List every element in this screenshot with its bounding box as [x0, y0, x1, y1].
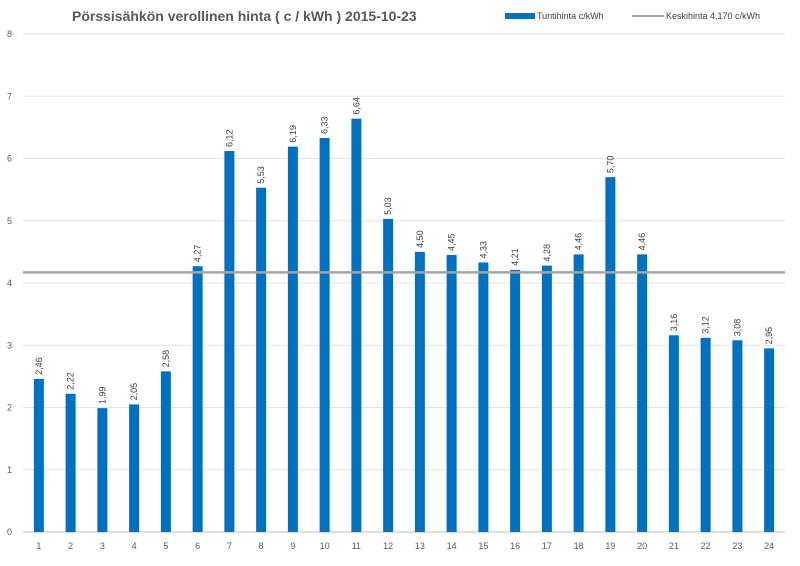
x-tick-label: 9	[290, 541, 295, 551]
y-tick-label: 5	[7, 216, 12, 226]
x-tick-label: 14	[447, 541, 457, 551]
bar	[764, 348, 775, 532]
x-tick-label: 6	[195, 541, 200, 551]
x-tick-label: 19	[605, 541, 615, 551]
data-label: 4,28	[542, 244, 552, 262]
data-label: 5,70	[605, 156, 615, 174]
data-label: 1,99	[97, 387, 107, 405]
x-tick-label: 17	[542, 541, 552, 551]
data-label: 4,33	[478, 241, 488, 259]
y-tick-label: 6	[7, 154, 12, 164]
data-label: 4,45	[447, 233, 457, 251]
bar	[700, 337, 711, 532]
legend-label-bars: Tuntihinta c/kWh	[537, 11, 604, 21]
bar	[129, 404, 140, 532]
x-tick-label: 2	[68, 541, 73, 551]
data-label: 6,64	[351, 97, 361, 115]
x-tick-label: 13	[415, 541, 425, 551]
bar	[668, 335, 679, 532]
data-label: 2,05	[129, 383, 139, 401]
bar	[97, 408, 108, 532]
bar	[65, 393, 76, 532]
x-tick-label: 8	[259, 541, 264, 551]
y-tick-label: 4	[7, 278, 12, 288]
data-label: 4,27	[193, 245, 203, 263]
data-label: 2,22	[66, 372, 76, 390]
x-tick-label: 18	[574, 541, 584, 551]
data-label: 4,50	[415, 230, 425, 248]
x-tick-label: 4	[132, 541, 137, 551]
x-tick-label: 3	[100, 541, 105, 551]
bar	[541, 265, 552, 532]
bar	[510, 269, 521, 532]
y-tick-label: 7	[7, 91, 12, 101]
bar	[637, 254, 648, 533]
legend-swatch-bars	[505, 13, 535, 19]
data-label: 5,53	[256, 166, 266, 184]
data-label: 4,21	[510, 248, 520, 266]
bar	[478, 262, 489, 532]
bar	[319, 137, 330, 532]
data-label: 4,46	[574, 233, 584, 251]
data-label: 2,46	[34, 357, 44, 375]
data-label: 3,12	[701, 316, 711, 334]
bar	[351, 118, 362, 532]
x-tick-label: 24	[764, 541, 774, 551]
y-tick-label: 1	[7, 465, 12, 475]
data-label: 6,12	[224, 129, 234, 147]
legend: Tuntihinta c/kWh Keskihinta 4,170 c/kWh	[505, 11, 760, 21]
data-label: 3,08	[732, 319, 742, 337]
x-tick-label: 1	[36, 541, 41, 551]
bar	[224, 151, 235, 532]
y-tick-label: 8	[7, 29, 12, 39]
y-tick-label: 0	[7, 527, 12, 537]
y-tick-label: 2	[7, 403, 12, 413]
x-tick-label: 5	[163, 541, 168, 551]
x-tick-label: 23	[732, 541, 742, 551]
x-tick-label: 12	[383, 541, 393, 551]
data-label: 5,03	[383, 197, 393, 215]
bar	[605, 177, 616, 533]
bar	[573, 254, 584, 533]
chart-title: Pörssisähkön verollinen hinta ( c / kWh …	[72, 8, 417, 24]
bar	[383, 218, 394, 532]
bar	[160, 371, 171, 532]
x-tick-label: 10	[320, 541, 330, 551]
bar	[414, 251, 425, 532]
bar	[256, 187, 267, 532]
data-label: 6,19	[288, 125, 298, 143]
bar	[33, 378, 44, 532]
legend-label-average: Keskihinta 4,170 c/kWh	[666, 11, 760, 21]
data-label: 2,95	[764, 327, 774, 345]
data-label: 4,46	[637, 233, 647, 251]
x-tick-label: 11	[352, 541, 361, 551]
data-label: 2,58	[161, 350, 171, 368]
bar	[287, 146, 298, 533]
x-tick-label: 21	[669, 541, 679, 551]
x-tick-label: 20	[637, 541, 647, 551]
y-tick-label: 3	[7, 340, 12, 350]
bar	[192, 266, 203, 532]
x-tick-label: 15	[478, 541, 488, 551]
data-label: 6,33	[320, 116, 330, 134]
data-label: 3,16	[669, 314, 679, 332]
x-tick-label: 16	[510, 541, 520, 551]
x-tick-label: 22	[701, 541, 711, 551]
bar	[446, 254, 457, 533]
x-tick-label: 7	[227, 541, 232, 551]
bar	[732, 340, 743, 532]
